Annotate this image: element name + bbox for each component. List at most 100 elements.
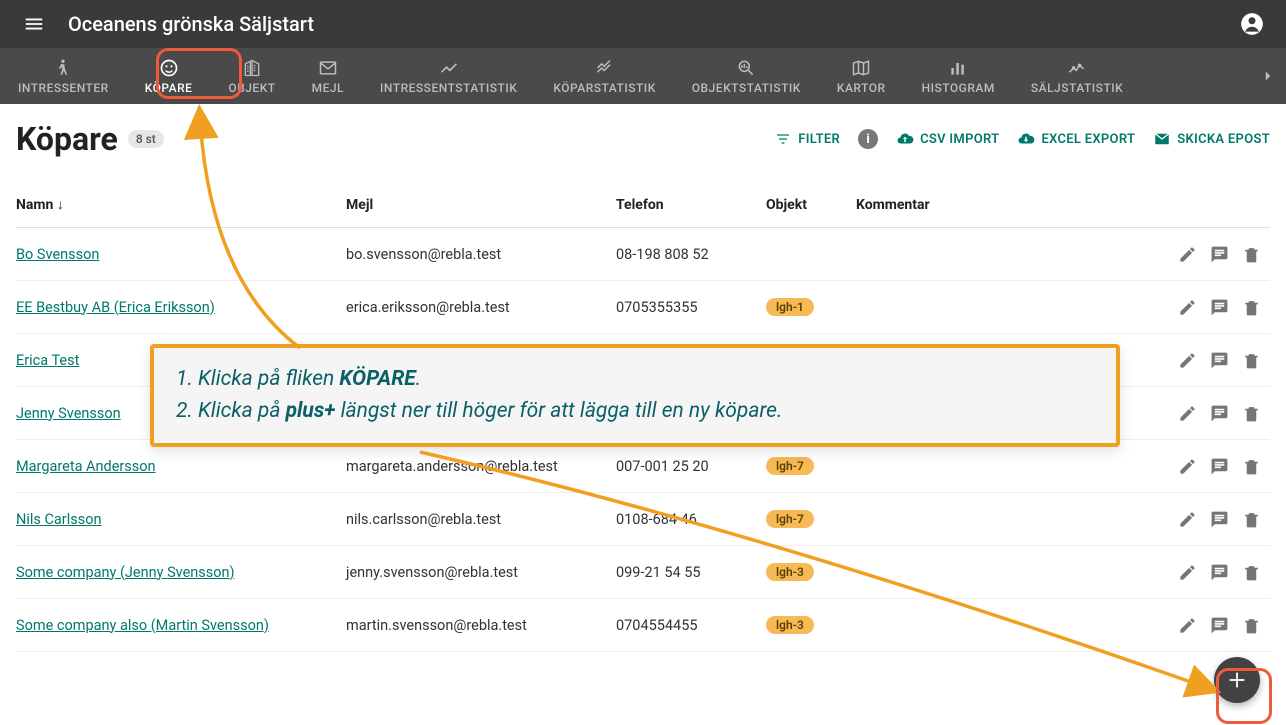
comment-button[interactable] <box>1208 243 1230 265</box>
delete-button[interactable] <box>1240 614 1262 636</box>
table-header-row: Namn ↓ Mejl Telefon Objekt Kommentar <box>16 182 1270 228</box>
table-row: Nils Carlssonnils.carlsson@rebla.test010… <box>16 493 1270 546</box>
object-chip[interactable]: lgh-3 <box>766 616 814 634</box>
filter-label: FILTER <box>798 132 840 147</box>
cell-object: lgh-3 <box>766 546 856 599</box>
delete-button[interactable] <box>1240 296 1262 318</box>
page-header: Köpare 8 st FILTER i CSV IMPORT EXCEL EX… <box>16 120 1270 158</box>
info-button[interactable]: i <box>858 129 878 149</box>
cell-comment <box>856 546 1160 599</box>
cell-comment <box>856 599 1160 652</box>
buyer-name-link[interactable]: Bo Svensson <box>16 246 99 263</box>
edit-button[interactable] <box>1176 402 1198 424</box>
tab-intressentstatistik[interactable]: INTRESSENTSTATISTIK <box>362 48 535 104</box>
tabs-scroll-right[interactable] <box>1256 48 1280 104</box>
mail-icon <box>1153 130 1171 148</box>
send-email-button[interactable]: SKICKA EPOST <box>1153 130 1270 148</box>
comment-button[interactable] <box>1208 296 1230 318</box>
cell-phone: 099-21 54 55 <box>616 546 766 599</box>
comment-button[interactable] <box>1208 402 1230 424</box>
comment-button[interactable] <box>1208 508 1230 530</box>
tab-histogram[interactable]: HISTOGRAM <box>904 48 1013 104</box>
csv-import-button[interactable]: CSV IMPORT <box>896 130 999 148</box>
tab-label: SÄLJSTATISTIK <box>1031 81 1123 95</box>
comment-button[interactable] <box>1208 349 1230 371</box>
cloud-upload-icon <box>896 130 914 148</box>
col-comment[interactable]: Kommentar <box>856 182 1160 228</box>
table-row: Some company (Jenny Svensson)jenny.svens… <box>16 546 1270 599</box>
app-title: Oceanens grönska Säljstart <box>68 12 1234 36</box>
edit-button[interactable] <box>1176 614 1198 636</box>
delete-button[interactable] <box>1240 243 1262 265</box>
send-email-label: SKICKA EPOST <box>1177 132 1270 147</box>
filter-icon <box>774 130 792 148</box>
buyer-name-link[interactable]: Margareta Andersson <box>16 458 156 475</box>
object-chip[interactable]: lgh-7 <box>766 457 814 475</box>
tab-label: HISTOGRAM <box>922 81 995 95</box>
tab-säljstatistik[interactable]: SÄLJSTATISTIK <box>1013 48 1141 104</box>
object-chip[interactable]: lgh-3 <box>766 563 814 581</box>
table-row: EE Bestbuy AB (Erica Eriksson)erica.erik… <box>16 281 1270 334</box>
row-actions <box>1160 349 1262 371</box>
search-stats-icon <box>735 57 757 79</box>
map-icon <box>850 57 872 79</box>
delete-button[interactable] <box>1240 561 1262 583</box>
edit-button[interactable] <box>1176 349 1198 371</box>
account-button[interactable] <box>1234 6 1270 42</box>
row-actions <box>1160 402 1262 424</box>
cell-object: lgh-7 <box>766 493 856 546</box>
comment-button[interactable] <box>1208 614 1230 636</box>
col-object[interactable]: Objekt <box>766 182 856 228</box>
tab-mejl[interactable]: MEJL <box>294 48 362 104</box>
row-actions <box>1160 561 1262 583</box>
tab-label: KARTOR <box>837 81 886 95</box>
col-name[interactable]: Namn ↓ <box>16 182 346 228</box>
tab-köpare[interactable]: KÖPARE <box>127 48 211 104</box>
tab-objekt[interactable]: OBJEKT <box>210 48 293 104</box>
object-chip[interactable]: lgh-1 <box>766 298 814 316</box>
delete-button[interactable] <box>1240 455 1262 477</box>
scatter-icon <box>1066 57 1088 79</box>
edit-button[interactable] <box>1176 296 1198 318</box>
buyer-name-link[interactable]: Erica Test <box>16 352 79 369</box>
menu-button[interactable] <box>16 6 52 42</box>
edit-button[interactable] <box>1176 243 1198 265</box>
row-actions <box>1160 296 1262 318</box>
tab-intressenter[interactable]: INTRESSENTER <box>0 48 127 104</box>
tab-bar: INTRESSENTER KÖPARE OBJEKT MEJL INTRESSENTST… <box>0 48 1286 104</box>
cell-phone: 08-198 808 52 <box>616 228 766 281</box>
filter-button[interactable]: FILTER <box>774 130 840 148</box>
edit-button[interactable] <box>1176 508 1198 530</box>
tab-label: KÖPARE <box>145 81 193 95</box>
cell-comment <box>856 493 1160 546</box>
comment-button[interactable] <box>1208 455 1230 477</box>
face-icon <box>158 57 180 79</box>
buyer-name-link[interactable]: Some company (Jenny Svensson) <box>16 564 235 581</box>
callout-line-1: 1. Klicka på fliken KÖPARE. <box>176 364 1094 396</box>
col-email[interactable]: Mejl <box>346 182 616 228</box>
add-buyer-fab[interactable] <box>1214 657 1260 703</box>
cell-comment <box>856 228 1160 281</box>
tab-objektstatistik[interactable]: OBJEKTSTATISTIK <box>674 48 819 104</box>
tab-köparstatistik[interactable]: KÖPARSTATISTIK <box>535 48 673 104</box>
excel-export-button[interactable]: EXCEL EXPORT <box>1017 130 1135 148</box>
callout-line-2: 2. Klicka på plus+ längst ner till höger… <box>176 396 1094 428</box>
delete-button[interactable] <box>1240 508 1262 530</box>
cell-phone: 0108-684 46 <box>616 493 766 546</box>
tab-label: INTRESSENTER <box>18 81 109 95</box>
edit-button[interactable] <box>1176 455 1198 477</box>
buyer-name-link[interactable]: Some company also (Martin Svensson) <box>16 617 269 634</box>
buyer-name-link[interactable]: Jenny Svensson <box>16 405 121 422</box>
tab-label: MEJL <box>312 81 344 95</box>
delete-button[interactable] <box>1240 349 1262 371</box>
buyer-name-link[interactable]: Nils Carlsson <box>16 511 102 528</box>
buyer-name-link[interactable]: EE Bestbuy AB (Erica Eriksson) <box>16 299 215 316</box>
comment-button[interactable] <box>1208 561 1230 583</box>
trend-multi-icon <box>594 57 616 79</box>
delete-button[interactable] <box>1240 402 1262 424</box>
tab-kartor[interactable]: KARTOR <box>819 48 904 104</box>
menu-icon <box>23 13 45 35</box>
object-chip[interactable]: lgh-7 <box>766 510 814 528</box>
col-phone[interactable]: Telefon <box>616 182 766 228</box>
edit-button[interactable] <box>1176 561 1198 583</box>
